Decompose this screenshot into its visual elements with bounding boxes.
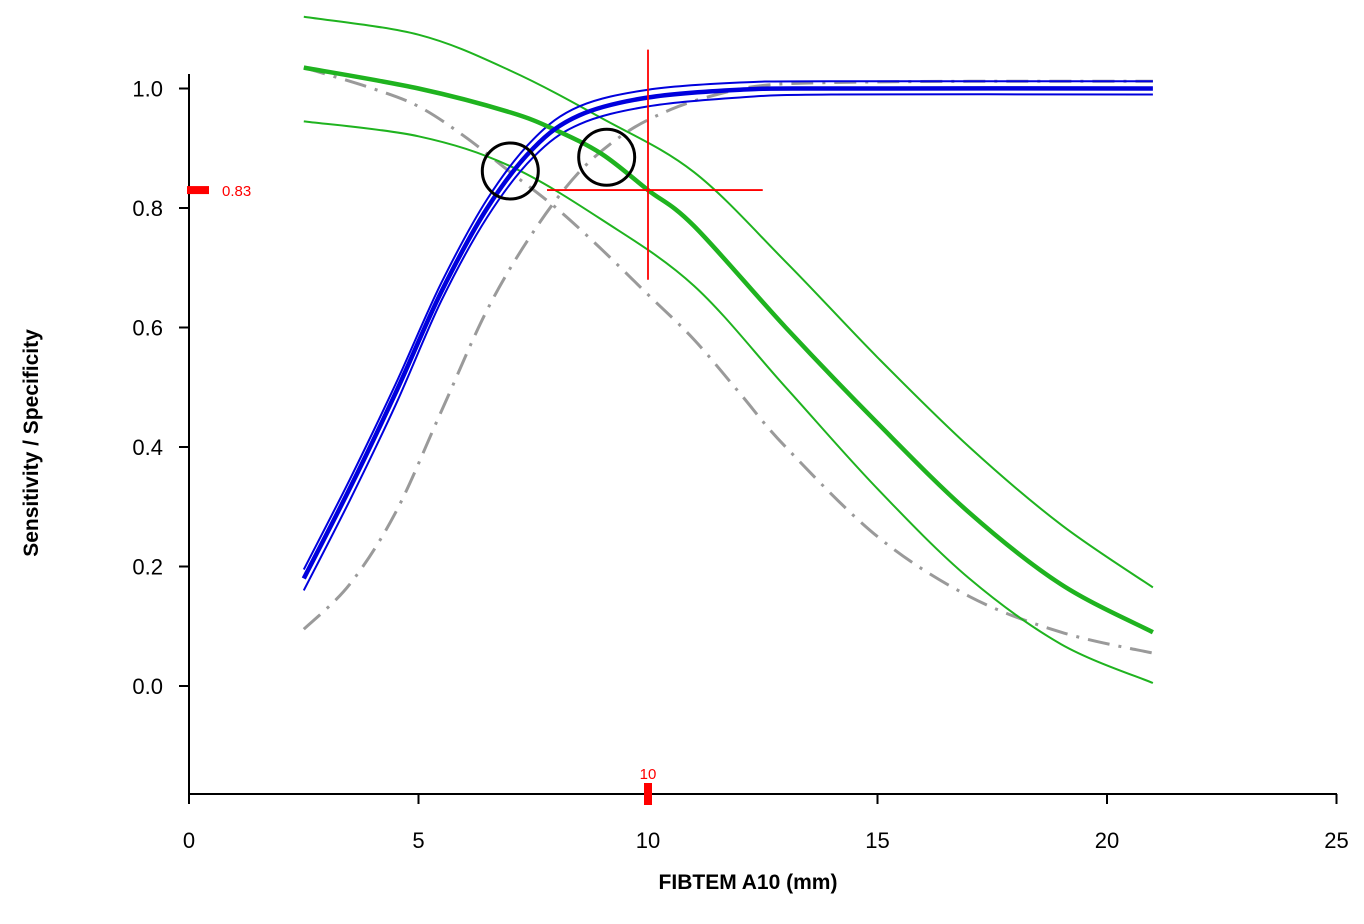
x-tick-label-4: 20 [1095,828,1119,853]
x-tick-label-5: 25 [1324,828,1348,853]
y-tick-label-3: 0.6 [132,316,163,341]
series-line-5 [302,93,1153,591]
ticks-layer: 0 5 10 15 20 25 0.0 0.2 0.4 0.6 0.8 1.0 10 0.83 [132,77,1348,854]
y-tick-label-2: 0.4 [132,435,163,460]
y-threshold-label: 0.83 [222,183,251,200]
y-tick-label-4: 0.8 [132,196,163,221]
series-line-4 [302,80,1153,570]
x-tick-label-1: 5 [412,828,424,853]
series-line-6 [303,66,1154,655]
series-line-2 [303,120,1154,684]
series-line-0 [303,65,1154,635]
y-axis-title: Sensitivity / Specificity [20,329,43,557]
series-line-7 [302,79,1153,631]
series-line-3 [301,86,1153,580]
axes-layer [188,74,1337,795]
intersection-circle-0 [480,141,540,201]
y-tick-label-0: 0.0 [132,674,163,699]
y-threshold-marker [187,186,209,195]
y-tick-label-5: 1.0 [132,77,163,102]
series-layer [301,15,1154,684]
overlay-layer [480,49,763,280]
series-line-1 [303,15,1154,589]
intersection-circle-1 [577,127,637,187]
x-tick-label-2: 10 [636,828,660,853]
x-tick-label-0: 0 [183,828,195,853]
x-axis-title: FIBTEM A10 (mm) [659,871,838,894]
x-threshold-marker [644,783,652,805]
y-tick-label-1: 0.2 [132,555,163,580]
x-threshold-label: 10 [640,766,657,783]
x-tick-label-3: 15 [865,828,889,853]
